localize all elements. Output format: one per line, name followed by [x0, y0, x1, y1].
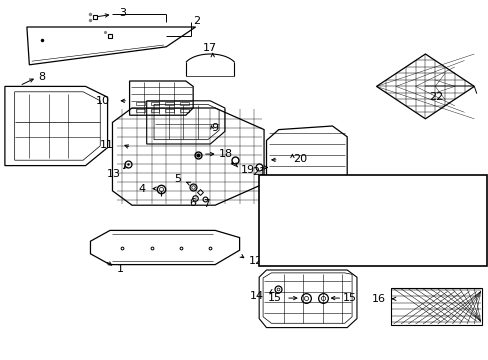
Text: 19: 19: [241, 165, 255, 175]
Text: 13: 13: [106, 168, 121, 179]
Text: 15: 15: [267, 293, 282, 303]
Text: 9: 9: [211, 123, 218, 133]
Bar: [259, 175, 486, 266]
Bar: [150, 109, 159, 112]
Bar: [180, 109, 188, 112]
Bar: [180, 102, 188, 105]
Text: 10: 10: [95, 96, 109, 106]
Text: 1: 1: [116, 264, 123, 274]
Text: 8: 8: [38, 72, 45, 82]
Text: 4: 4: [138, 184, 145, 194]
Bar: [136, 109, 144, 112]
Text: 7: 7: [203, 199, 209, 210]
Text: 22: 22: [428, 92, 443, 102]
Text: 15: 15: [343, 293, 357, 303]
Text: 5: 5: [174, 174, 181, 184]
Text: 17: 17: [203, 42, 217, 53]
Text: 2: 2: [193, 16, 200, 26]
Bar: [165, 109, 174, 112]
Text: 21: 21: [251, 167, 265, 177]
Text: 3: 3: [119, 8, 126, 18]
Bar: [150, 102, 159, 105]
Text: 18: 18: [219, 149, 233, 159]
Text: 16: 16: [371, 294, 386, 304]
Bar: [136, 102, 144, 105]
Text: 11: 11: [100, 140, 114, 150]
Polygon shape: [390, 288, 481, 325]
Text: 12: 12: [248, 256, 262, 266]
Bar: [165, 102, 174, 105]
Text: 6: 6: [189, 198, 196, 208]
Text: 20: 20: [293, 154, 307, 164]
Polygon shape: [259, 270, 356, 328]
Text: 14: 14: [249, 291, 264, 301]
